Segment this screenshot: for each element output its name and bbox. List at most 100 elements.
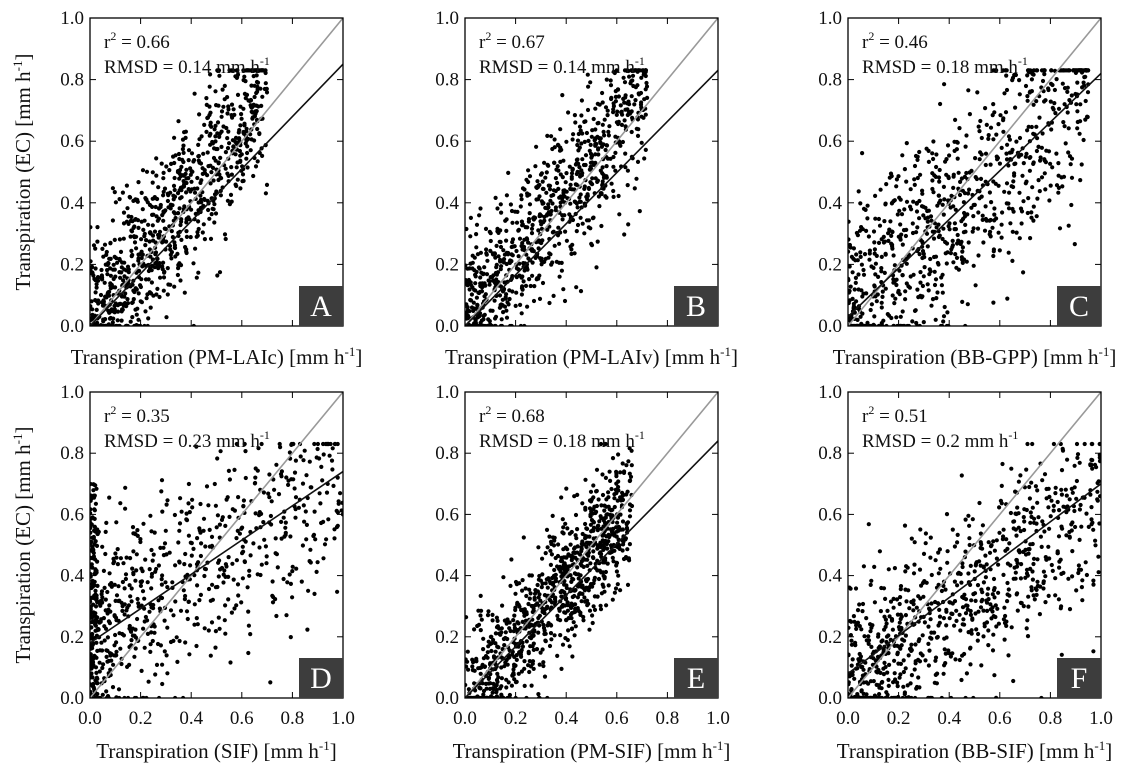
data-point: [956, 533, 960, 537]
data-point: [205, 103, 209, 107]
data-point: [904, 180, 908, 184]
y-tick-label: 1.0: [435, 8, 459, 29]
data-point: [118, 258, 122, 262]
data-point: [530, 227, 534, 231]
data-point: [943, 240, 947, 244]
data-point: [886, 231, 890, 235]
data-point: [189, 541, 193, 545]
data-point: [163, 619, 167, 623]
data-point: [957, 268, 961, 272]
data-point: [989, 200, 993, 204]
data-point: [617, 194, 621, 198]
data-point: [872, 314, 876, 318]
data-point: [165, 626, 169, 630]
data-point: [153, 624, 157, 628]
data-point: [898, 236, 902, 240]
data-point: [947, 153, 951, 157]
data-point: [235, 165, 239, 169]
data-point: [913, 667, 917, 671]
data-point: [915, 288, 919, 292]
data-point: [580, 599, 584, 603]
data-point: [129, 320, 133, 324]
data-point: [633, 186, 637, 190]
data-point: [112, 277, 116, 281]
data-point: [269, 522, 273, 526]
data-point: [933, 283, 937, 287]
data-point: [882, 661, 886, 665]
data-point: [244, 157, 248, 161]
data-point: [1035, 149, 1039, 153]
data-point: [879, 269, 883, 273]
x-tick-label: 0.4: [554, 708, 578, 729]
data-point: [931, 297, 935, 301]
data-point: [196, 219, 200, 223]
data-point: [264, 561, 268, 565]
data-point: [1052, 509, 1056, 513]
data-point: [572, 494, 576, 498]
data-point: [574, 533, 578, 537]
data-point: [118, 302, 122, 306]
data-point: [238, 186, 242, 190]
data-point: [493, 299, 497, 303]
data-point: [91, 684, 95, 688]
data-point: [928, 267, 932, 271]
data-point: [150, 575, 154, 579]
data-point: [639, 91, 643, 95]
data-point: [1000, 146, 1004, 150]
data-point: [605, 164, 609, 168]
data-point: [507, 302, 511, 306]
data-point: [141, 627, 145, 631]
data-point: [478, 284, 482, 288]
data-point: [176, 191, 180, 195]
data-point: [945, 310, 949, 314]
data-point: [880, 638, 884, 642]
data-point: [205, 173, 209, 177]
data-point: [208, 111, 212, 115]
data-point: [1017, 191, 1021, 195]
data-point: [564, 171, 568, 175]
data-point: [1007, 251, 1011, 255]
data-point: [274, 551, 278, 555]
data-point: [614, 482, 618, 486]
data-point: [530, 249, 534, 253]
data-point: [257, 545, 261, 549]
data-point: [601, 585, 605, 589]
data-point: [1040, 175, 1044, 179]
data-point: [333, 442, 337, 446]
data-point: [308, 460, 312, 464]
data-point: [220, 130, 224, 134]
data-point: [555, 181, 559, 185]
data-point: [969, 564, 973, 568]
data-point: [957, 171, 961, 175]
data-point: [938, 615, 942, 619]
data-point: [565, 190, 569, 194]
data-point: [484, 247, 488, 251]
data-point: [1063, 86, 1067, 90]
rmsd-annotation: RMSD = 0.23 mm h-1: [104, 428, 270, 452]
data-point: [240, 117, 244, 121]
data-point: [921, 633, 925, 637]
data-point: [991, 592, 995, 596]
data-point: [540, 585, 544, 589]
data-point: [123, 507, 127, 511]
data-point: [554, 579, 558, 583]
data-point: [297, 506, 301, 510]
data-point: [916, 295, 920, 299]
data-point: [1041, 79, 1045, 83]
data-point: [1053, 111, 1057, 115]
data-point: [960, 300, 964, 304]
y-tick-label: 0.2: [60, 627, 84, 648]
data-point: [94, 641, 98, 645]
data-point: [560, 93, 564, 97]
data-point: [538, 297, 542, 301]
data-point: [229, 165, 233, 169]
data-point: [514, 291, 518, 295]
data-point: [121, 278, 125, 282]
data-point: [221, 105, 225, 109]
data-point: [569, 613, 573, 617]
data-point: [991, 633, 995, 637]
data-point: [503, 661, 507, 665]
data-point: [165, 503, 169, 507]
data-point: [220, 518, 224, 522]
data-point: [99, 268, 103, 272]
